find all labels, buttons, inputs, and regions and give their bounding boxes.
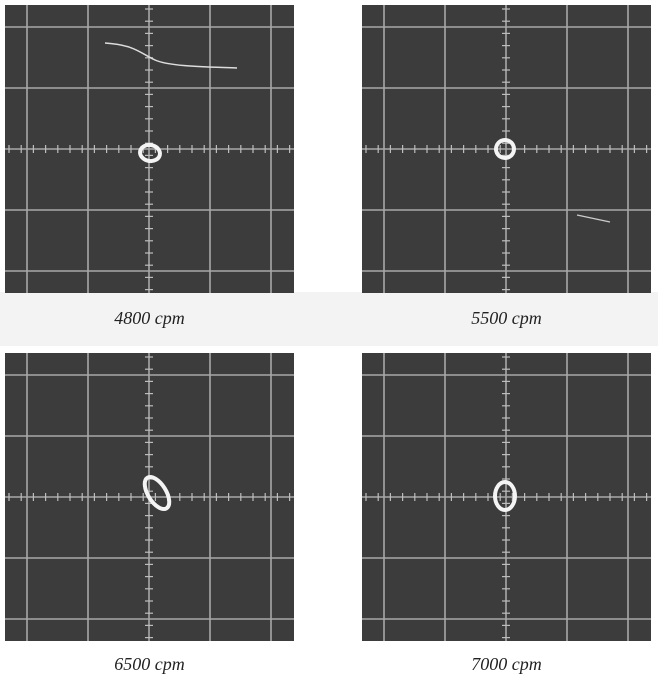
orbit [142,475,172,511]
caption: 4800 cpm [114,308,185,328]
stray-trace [576,214,611,223]
stray-trace [104,42,238,69]
scope-panel [362,353,651,641]
orbit [494,138,516,160]
caption-band [0,292,658,346]
caption: 7000 cpm [471,654,542,674]
scope-panel [5,5,294,293]
caption: 5500 cpm [471,308,542,328]
caption: 6500 cpm [114,654,185,674]
scope-panel [362,5,651,293]
scope-panel [5,353,294,641]
orbit [493,480,517,512]
orbit [138,142,162,164]
